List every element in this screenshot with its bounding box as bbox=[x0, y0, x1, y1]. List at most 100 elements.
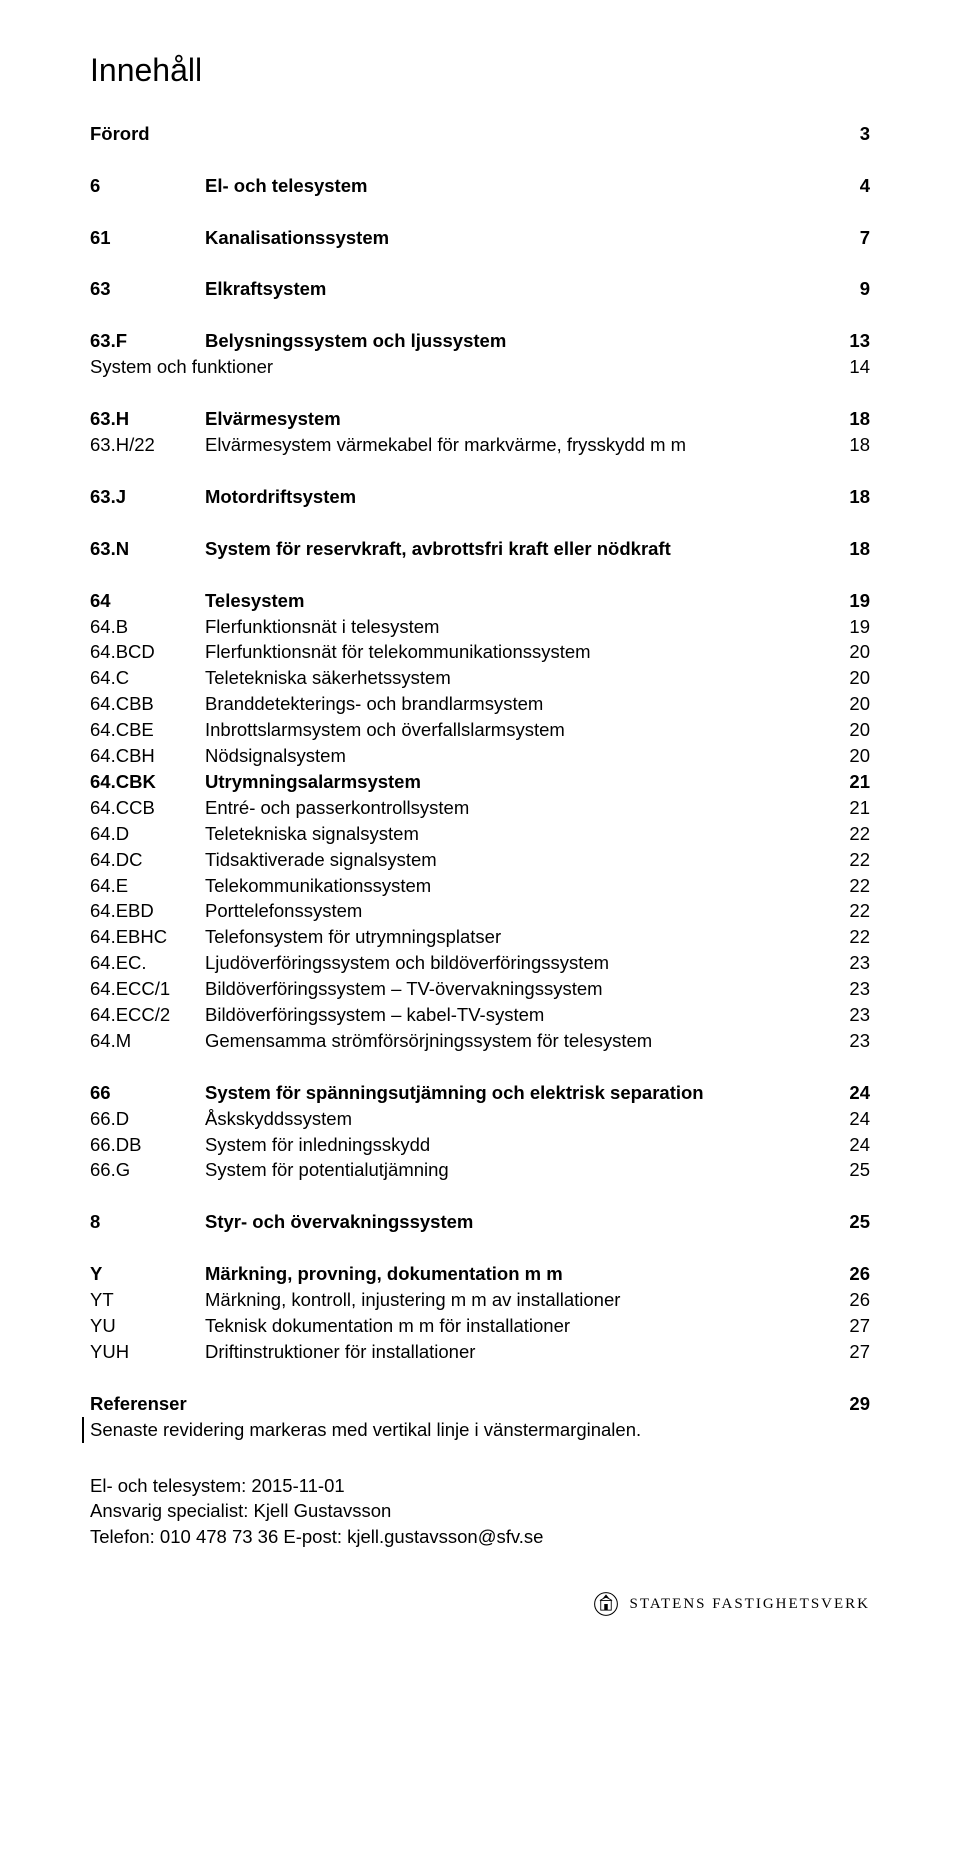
toc-label: Styr- och övervakningssystem bbox=[205, 1209, 830, 1235]
footer-line-1: El- och telesystem: 2015-11-01 bbox=[90, 1473, 870, 1499]
toc-label: Telesystem bbox=[205, 588, 830, 614]
toc-label: Gemensamma strömförsörjningssystem för t… bbox=[205, 1028, 830, 1054]
toc-page: 26 bbox=[830, 1287, 870, 1313]
toc-page: 25 bbox=[830, 1209, 870, 1235]
toc-row: 66.DBSystem för inledningsskydd24 bbox=[90, 1132, 870, 1158]
toc-row: 6El- och telesystem4 bbox=[90, 173, 870, 199]
toc-label: Flerfunktionsnät i telesystem bbox=[205, 614, 830, 640]
toc-label: Teletekniska säkerhetssystem bbox=[205, 665, 830, 691]
toc-label: Porttelefonssystem bbox=[205, 898, 830, 924]
toc-code: 6 bbox=[90, 173, 205, 199]
toc-code: 63.J bbox=[90, 484, 205, 510]
toc-code: 64.C bbox=[90, 665, 205, 691]
toc-code: 63.N bbox=[90, 536, 205, 562]
toc-code: 64.CBK bbox=[90, 769, 205, 795]
footer-block: El- och telesystem: 2015-11-01 Ansvarig … bbox=[90, 1473, 870, 1551]
logo-container: STATENS FASTIGHETSVERK bbox=[90, 1590, 870, 1625]
toc-label: Utrymningsalarmsystem bbox=[205, 769, 830, 795]
toc-page: 23 bbox=[830, 976, 870, 1002]
toc-row: 64.MGemensamma strömförsörjningssystem f… bbox=[90, 1028, 870, 1054]
toc-code: 64.EBD bbox=[90, 898, 205, 924]
toc-row: YUTeknisk dokumentation m m för installa… bbox=[90, 1313, 870, 1339]
toc-row: 64.ECC/2Bildöverföringssystem – kabel-TV… bbox=[90, 1002, 870, 1028]
toc-label: Teletekniska signalsystem bbox=[205, 821, 830, 847]
toc-forord: Förord 3 bbox=[90, 121, 870, 147]
toc-code: 64.D bbox=[90, 821, 205, 847]
toc-code: 63 bbox=[90, 276, 205, 302]
toc-row: 64.BCDFlerfunktionsnät för telekommunika… bbox=[90, 639, 870, 665]
toc-label: System för spänningsutjämning och elektr… bbox=[205, 1080, 830, 1106]
toc-page: 27 bbox=[830, 1339, 870, 1365]
toc-code: 66.D bbox=[90, 1106, 205, 1132]
toc-code: 64.EC. bbox=[90, 950, 205, 976]
toc-code: 63.H/22 bbox=[90, 432, 205, 458]
toc-page: 23 bbox=[830, 1002, 870, 1028]
toc-row: 64Telesystem19 bbox=[90, 588, 870, 614]
toc-label: Branddetekterings- och brandlarmsystem bbox=[205, 691, 830, 717]
toc-code: 63.H bbox=[90, 406, 205, 432]
logo-text: STATENS FASTIGHETSVERK bbox=[630, 1594, 870, 1615]
toc-page: 4 bbox=[830, 173, 870, 199]
toc-code: 64.EBHC bbox=[90, 924, 205, 950]
toc-code: 64.CBH bbox=[90, 743, 205, 769]
toc-label: Inbrottslarmsystem och överfallslarmsyst… bbox=[205, 717, 830, 743]
toc-label: Kanalisationssystem bbox=[205, 225, 830, 251]
toc-row: 64.EBHCTelefonsystem för utrymningsplats… bbox=[90, 924, 870, 950]
toc-code: 8 bbox=[90, 1209, 205, 1235]
toc-row: 8Styr- och övervakningssystem25 bbox=[90, 1209, 870, 1235]
toc-row: 63.JMotordriftsystem18 bbox=[90, 484, 870, 510]
toc-page: 25 bbox=[830, 1157, 870, 1183]
toc-code: 64.CBB bbox=[90, 691, 205, 717]
toc-references: Referenser 29 bbox=[90, 1391, 870, 1417]
toc-code: 64.E bbox=[90, 873, 205, 899]
toc-page: 18 bbox=[830, 432, 870, 458]
toc-page: 27 bbox=[830, 1313, 870, 1339]
toc-code: Y bbox=[90, 1261, 205, 1287]
toc-label: System för inledningsskydd bbox=[205, 1132, 830, 1158]
toc-row: 64.BFlerfunktionsnät i telesystem19 bbox=[90, 614, 870, 640]
toc-page: 18 bbox=[830, 484, 870, 510]
toc-label: Telekommunikationssystem bbox=[205, 873, 830, 899]
toc-label: System för reservkraft, avbrottsfri kraf… bbox=[205, 536, 830, 562]
toc-code: YUH bbox=[90, 1339, 205, 1365]
toc-page: 24 bbox=[830, 1080, 870, 1106]
toc-code: Förord bbox=[90, 121, 205, 147]
toc-row: 64.CCBEntré- och passerkontrollsystem21 bbox=[90, 795, 870, 821]
toc-label: Tidsaktiverade signalsystem bbox=[205, 847, 830, 873]
toc-label: Belysningssystem och ljussystem bbox=[205, 328, 830, 354]
toc-page: 24 bbox=[830, 1106, 870, 1132]
toc-row: 64.DCTidsaktiverade signalsystem22 bbox=[90, 847, 870, 873]
toc-code: 64.B bbox=[90, 614, 205, 640]
toc-row: 64.DTeletekniska signalsystem22 bbox=[90, 821, 870, 847]
toc-label: Bildöverföringssystem – TV-övervakningss… bbox=[205, 976, 830, 1002]
toc-code: 64.ECC/1 bbox=[90, 976, 205, 1002]
toc-row: 64.CBKUtrymningsalarmsystem21 bbox=[90, 769, 870, 795]
toc-row: 63.NSystem för reservkraft, avbrottsfri … bbox=[90, 536, 870, 562]
toc-row: 64.ETelekommunikationssystem22 bbox=[90, 873, 870, 899]
toc-label: Märkning, kontroll, injustering m m av i… bbox=[205, 1287, 830, 1313]
toc-page: 26 bbox=[830, 1261, 870, 1287]
toc-code: 64.BCD bbox=[90, 639, 205, 665]
toc-row: 64.CBBBranddetekterings- och brandlarmsy… bbox=[90, 691, 870, 717]
toc-code: 66.G bbox=[90, 1157, 205, 1183]
toc-row: 64.EC.Ljudöverföringssystem och bildöver… bbox=[90, 950, 870, 976]
toc-label: Elvärmesystem värmekabel för markvärme, … bbox=[205, 432, 830, 458]
toc-label: Telefonsystem för utrymningsplatser bbox=[205, 924, 830, 950]
toc-page: 18 bbox=[830, 406, 870, 432]
toc-row: 64.ECC/1Bildöverföringssystem – TV-överv… bbox=[90, 976, 870, 1002]
toc-page: 7 bbox=[830, 225, 870, 251]
toc-page: 22 bbox=[830, 873, 870, 899]
toc-code: 64.M bbox=[90, 1028, 205, 1054]
toc-label: System och funktioner bbox=[90, 354, 830, 380]
toc-page: 20 bbox=[830, 691, 870, 717]
toc-page: 20 bbox=[830, 639, 870, 665]
toc-page: 18 bbox=[830, 536, 870, 562]
toc-code: 64.CCB bbox=[90, 795, 205, 821]
toc-page: 24 bbox=[830, 1132, 870, 1158]
toc-row: 63Elkraftsystem9 bbox=[90, 276, 870, 302]
toc-label: Åskskyddssystem bbox=[205, 1106, 830, 1132]
toc-row: 63.H/22Elvärmesystem värmekabel för mark… bbox=[90, 432, 870, 458]
toc-row: 63.FBelysningssystem och ljussystem13 bbox=[90, 328, 870, 354]
toc-code: 66.DB bbox=[90, 1132, 205, 1158]
toc-page: 19 bbox=[830, 614, 870, 640]
